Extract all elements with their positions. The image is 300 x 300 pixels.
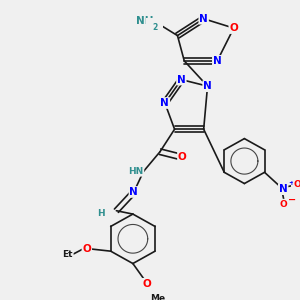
Text: N: N bbox=[199, 14, 208, 24]
Text: O: O bbox=[178, 152, 187, 162]
Text: HN: HN bbox=[128, 167, 143, 176]
Text: Et: Et bbox=[62, 250, 73, 259]
Text: N: N bbox=[279, 184, 287, 194]
Text: O: O bbox=[280, 200, 288, 208]
Text: N: N bbox=[213, 56, 222, 66]
Text: O: O bbox=[82, 244, 91, 254]
Text: NH: NH bbox=[136, 16, 153, 26]
Text: N: N bbox=[177, 75, 186, 85]
Text: −: − bbox=[288, 195, 296, 205]
Text: 2: 2 bbox=[152, 23, 157, 32]
Text: O: O bbox=[230, 23, 238, 33]
Text: H: H bbox=[97, 209, 105, 218]
Text: N: N bbox=[160, 98, 169, 108]
Text: O: O bbox=[142, 279, 151, 289]
Text: +: + bbox=[288, 180, 294, 186]
Text: O: O bbox=[294, 180, 300, 189]
Text: N: N bbox=[130, 187, 138, 197]
Text: Me: Me bbox=[150, 294, 165, 300]
Text: N: N bbox=[203, 81, 212, 91]
